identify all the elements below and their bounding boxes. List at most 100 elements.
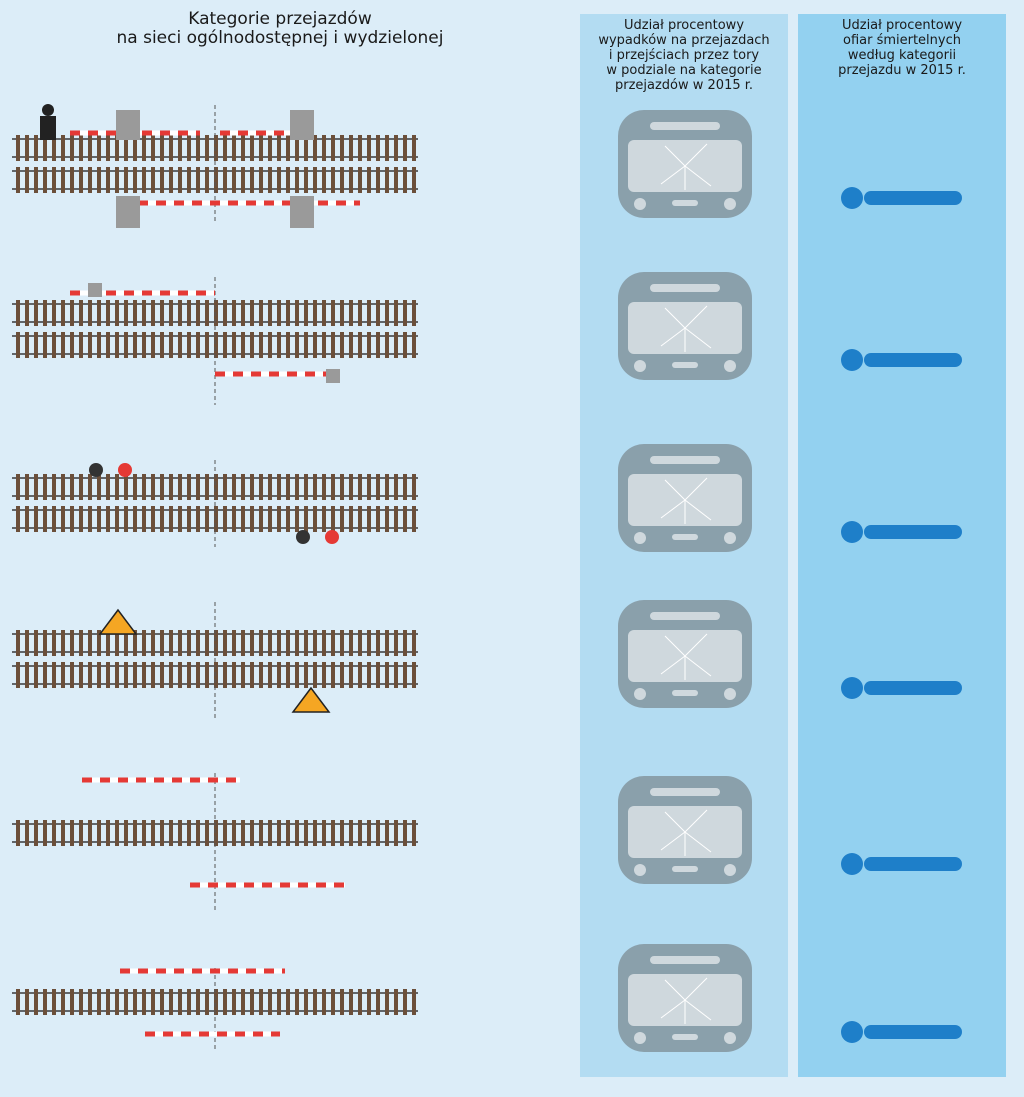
sleeper [268, 989, 272, 1015]
warning-sign-icon [291, 686, 331, 713]
sleeper [25, 474, 29, 500]
sleeper [70, 662, 74, 688]
sleeper [223, 332, 227, 358]
sleeper [34, 506, 38, 532]
sleeper [205, 630, 209, 656]
sleeper [187, 989, 191, 1015]
sleeper [322, 332, 326, 358]
sleeper [394, 989, 398, 1015]
sleeper [133, 630, 137, 656]
victims-column-header: Udział procentowy ofiar śmiertelnych wed… [798, 18, 1006, 78]
sleeper [178, 474, 182, 500]
sleeper [187, 506, 191, 532]
sleeper [376, 135, 380, 161]
sleeper [160, 820, 164, 846]
sleeper [394, 662, 398, 688]
sleeper [403, 332, 407, 358]
sleeper [97, 167, 101, 193]
sleeper [196, 332, 200, 358]
sleeper [196, 135, 200, 161]
person-icon [864, 857, 962, 871]
sleeper [385, 474, 389, 500]
sleeper [61, 474, 65, 500]
sleeper [232, 662, 236, 688]
sleeper [214, 300, 218, 326]
sleeper [376, 989, 380, 1015]
sleeper [43, 506, 47, 532]
sleeper [385, 300, 389, 326]
sleeper [259, 630, 263, 656]
signal-light [118, 463, 132, 477]
sleeper [97, 506, 101, 532]
sleeper [304, 662, 308, 688]
sleeper [394, 506, 398, 532]
sleeper [268, 300, 272, 326]
sleeper [403, 300, 407, 326]
sleeper [232, 820, 236, 846]
barrier-post [116, 110, 140, 140]
sleeper [385, 506, 389, 532]
accidents-header-line: w podziale na kategorie [606, 63, 762, 78]
sleeper [124, 332, 128, 358]
sleeper [295, 989, 299, 1015]
sleeper [322, 300, 326, 326]
sleeper [223, 474, 227, 500]
sleeper [268, 332, 272, 358]
sleeper [97, 135, 101, 161]
sleeper [97, 630, 101, 656]
sleeper [178, 300, 182, 326]
sleeper [286, 662, 290, 688]
sleeper [115, 820, 119, 846]
sleeper [169, 820, 173, 846]
sleeper [151, 135, 155, 161]
sleeper [295, 506, 299, 532]
sleeper [412, 474, 416, 500]
accidents-header-line: przejazdów w 2015 r. [614, 78, 754, 93]
sleeper [43, 474, 47, 500]
sleeper [205, 989, 209, 1015]
sleeper [358, 989, 362, 1015]
sleeper [43, 630, 47, 656]
sleeper [304, 989, 308, 1015]
sleeper [286, 167, 290, 193]
sleeper [115, 474, 119, 500]
sleeper [232, 630, 236, 656]
sleeper [61, 167, 65, 193]
sleeper [223, 300, 227, 326]
sleeper [178, 662, 182, 688]
sleeper [268, 506, 272, 532]
sleeper [133, 167, 137, 193]
sleeper [313, 989, 317, 1015]
sleeper [349, 474, 353, 500]
victims-header-line: ofiar śmiertelnych [842, 33, 961, 48]
sleeper [97, 332, 101, 358]
sleeper [79, 630, 83, 656]
sleeper [43, 662, 47, 688]
sleeper [70, 820, 74, 846]
sleeper [241, 989, 245, 1015]
sleeper [313, 300, 317, 326]
sleeper [349, 506, 353, 532]
sleeper [25, 135, 29, 161]
sleeper [394, 135, 398, 161]
sleeper [16, 332, 20, 358]
sleeper [223, 135, 227, 161]
sleeper [88, 506, 92, 532]
sleeper [358, 820, 362, 846]
sleeper [232, 474, 236, 500]
sleeper [151, 300, 155, 326]
sleeper [187, 332, 191, 358]
signal-light [89, 463, 103, 477]
sleeper [106, 474, 110, 500]
sleeper [349, 989, 353, 1015]
sleeper [367, 135, 371, 161]
sleeper [97, 989, 101, 1015]
sleeper [43, 135, 47, 161]
sleeper [241, 474, 245, 500]
sleeper [52, 167, 56, 193]
sleeper [349, 167, 353, 193]
sleeper [70, 300, 74, 326]
sleeper [286, 820, 290, 846]
signal-light [325, 530, 339, 544]
bus-icon [618, 944, 752, 1052]
